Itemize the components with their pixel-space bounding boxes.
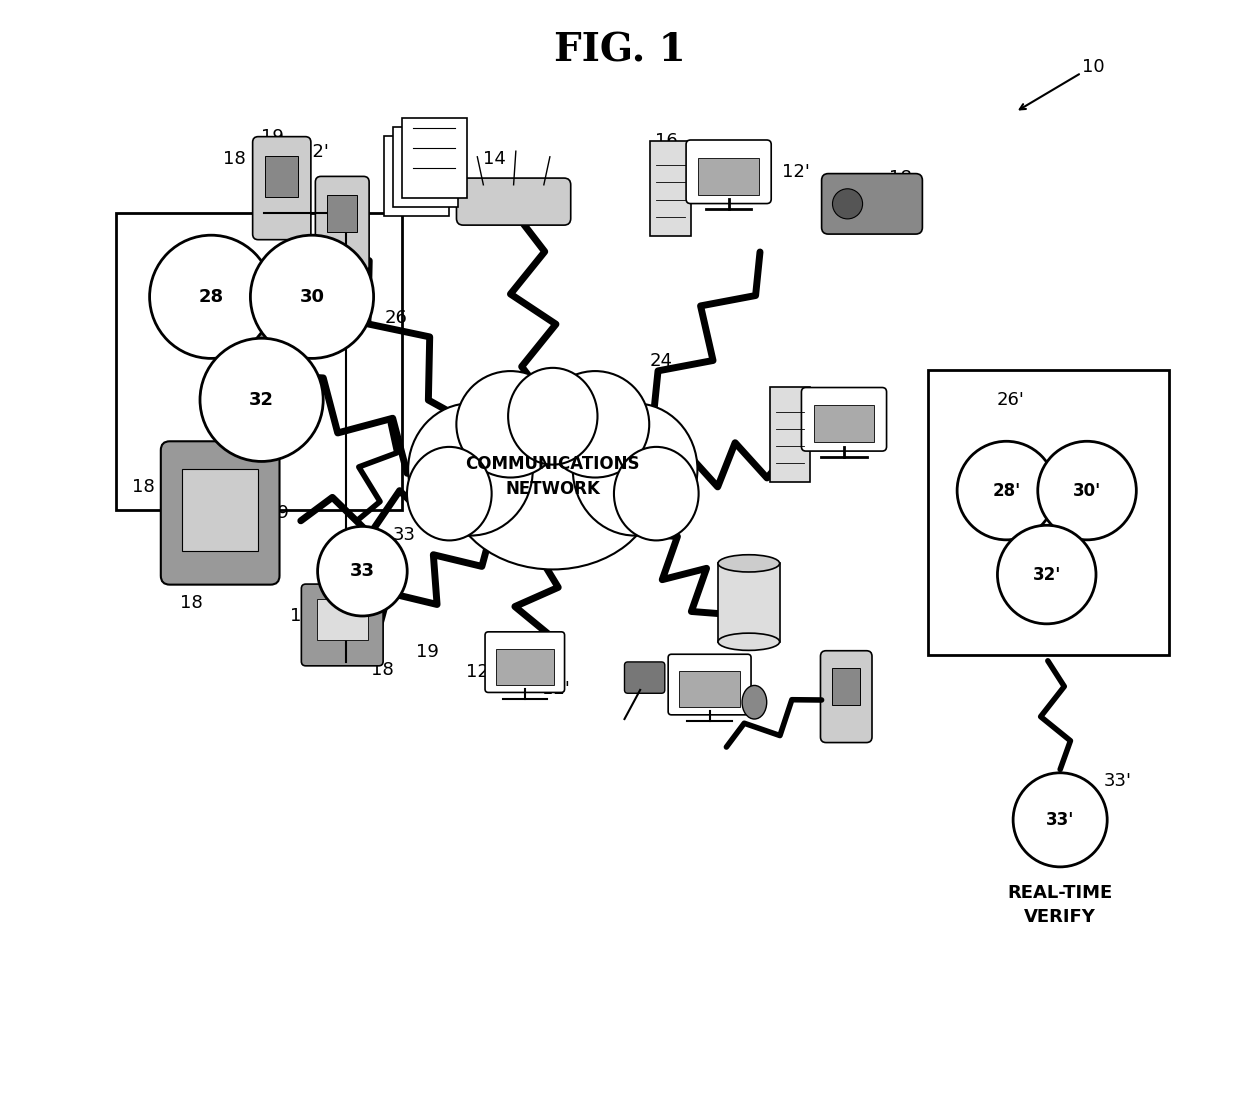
FancyBboxPatch shape [161, 441, 279, 585]
Text: 12': 12' [542, 680, 570, 698]
Ellipse shape [456, 371, 564, 477]
Text: 14: 14 [484, 150, 506, 168]
Text: 22: 22 [737, 609, 759, 627]
Text: 30: 30 [300, 288, 325, 306]
Circle shape [957, 441, 1055, 540]
Circle shape [200, 338, 324, 461]
Bar [182, 469, 258, 551]
Text: 18: 18 [889, 169, 911, 187]
Ellipse shape [407, 447, 491, 541]
FancyBboxPatch shape [301, 585, 383, 666]
Text: 30': 30' [1073, 482, 1101, 500]
Text: 33: 33 [393, 526, 415, 544]
Ellipse shape [573, 403, 697, 535]
Bar [117, 213, 402, 510]
FancyBboxPatch shape [393, 127, 458, 207]
FancyBboxPatch shape [233, 293, 290, 396]
Ellipse shape [449, 405, 656, 569]
Text: 33: 33 [350, 562, 374, 580]
FancyBboxPatch shape [485, 632, 564, 692]
Circle shape [150, 235, 273, 358]
Bar [316, 599, 368, 640]
Text: 12': 12' [286, 291, 315, 309]
Ellipse shape [718, 554, 780, 572]
Text: 18: 18 [404, 172, 428, 190]
FancyBboxPatch shape [821, 651, 872, 743]
FancyBboxPatch shape [822, 174, 923, 234]
Circle shape [832, 189, 863, 218]
Bar [698, 158, 759, 195]
FancyBboxPatch shape [456, 178, 570, 225]
Text: 27: 27 [735, 697, 758, 715]
Text: 32': 32' [1033, 566, 1061, 584]
Text: 12': 12' [290, 607, 319, 625]
Bar [680, 672, 740, 707]
FancyBboxPatch shape [770, 388, 811, 483]
Circle shape [317, 526, 407, 616]
Text: 33': 33' [1104, 773, 1132, 791]
Text: COMMUNICATIONS
NETWORK: COMMUNICATIONS NETWORK [465, 455, 640, 497]
Bar [327, 195, 357, 233]
Ellipse shape [742, 685, 766, 719]
Text: 19: 19 [262, 128, 284, 146]
Text: 33': 33' [1047, 811, 1074, 829]
FancyBboxPatch shape [402, 118, 466, 198]
Bar [928, 370, 1169, 655]
FancyBboxPatch shape [686, 140, 771, 204]
Text: 26': 26' [996, 392, 1024, 410]
Ellipse shape [718, 633, 780, 651]
Text: 28': 28' [992, 482, 1021, 500]
Circle shape [250, 235, 373, 358]
Ellipse shape [408, 403, 533, 535]
FancyBboxPatch shape [801, 388, 887, 451]
Text: 12': 12' [782, 164, 810, 181]
Text: 12': 12' [177, 465, 205, 483]
Bar [813, 405, 874, 442]
Bar [246, 312, 278, 354]
Text: 18: 18 [223, 150, 246, 168]
Text: 18: 18 [217, 282, 239, 300]
Text: 18: 18 [131, 478, 154, 496]
Text: 12': 12' [466, 663, 494, 681]
Text: 10: 10 [1083, 58, 1105, 76]
Text: 20: 20 [826, 409, 848, 427]
Text: 28: 28 [198, 288, 223, 306]
Text: 24: 24 [650, 352, 673, 370]
Ellipse shape [508, 367, 598, 465]
Bar [832, 669, 861, 704]
Text: 18: 18 [180, 594, 202, 612]
FancyBboxPatch shape [668, 654, 751, 715]
FancyBboxPatch shape [383, 136, 449, 216]
FancyBboxPatch shape [625, 662, 665, 693]
Text: 19: 19 [265, 504, 289, 522]
Circle shape [1013, 773, 1107, 867]
Text: 19: 19 [415, 643, 439, 661]
Text: FIG. 1: FIG. 1 [554, 31, 686, 69]
Bar [265, 156, 299, 197]
Bar [496, 650, 554, 684]
Circle shape [997, 525, 1096, 624]
FancyBboxPatch shape [315, 177, 370, 272]
Text: 16: 16 [655, 132, 677, 150]
Text: 12: 12 [396, 130, 419, 148]
FancyBboxPatch shape [253, 137, 311, 240]
Text: 12': 12' [301, 143, 330, 161]
FancyBboxPatch shape [650, 141, 691, 236]
Ellipse shape [614, 447, 698, 541]
Bar [718, 563, 780, 642]
Ellipse shape [541, 371, 650, 477]
Text: REAL-TIME
VERIFY: REAL-TIME VERIFY [1008, 884, 1112, 926]
Text: 32: 32 [249, 391, 274, 409]
Circle shape [1038, 441, 1136, 540]
Text: 18: 18 [371, 661, 394, 679]
Text: 19: 19 [717, 148, 740, 166]
Text: 26: 26 [384, 309, 408, 327]
